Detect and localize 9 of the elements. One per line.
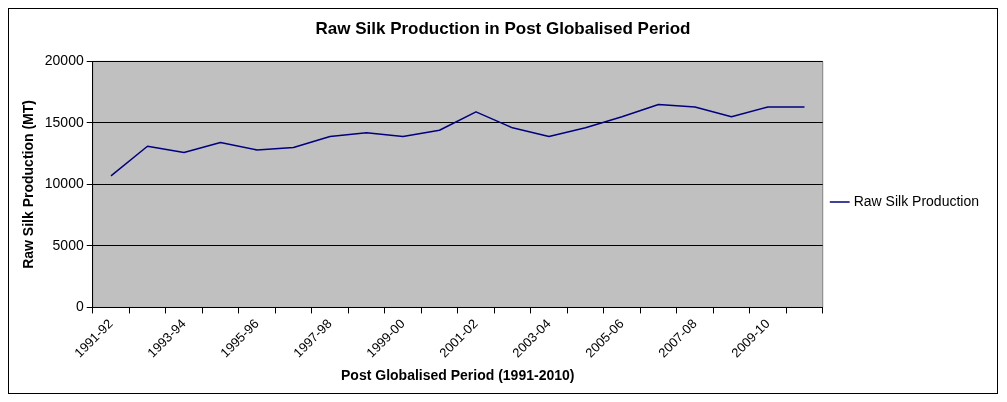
chart-title: Raw Silk Production in Post Globalised Period: [315, 18, 691, 38]
y-axis-title: Raw Silk Production (MT): [20, 100, 37, 269]
legend-label: Raw Silk Production: [853, 192, 980, 209]
y-tick-label: 15000: [44, 113, 84, 130]
y-tick-label: 10000: [44, 175, 84, 192]
y-tick-label: 5000: [52, 236, 84, 253]
y-tick-label: 0: [75, 298, 84, 315]
y-tick-label: 20000: [44, 52, 84, 69]
x-axis-title: Post Globalised Period (1991-2010): [341, 367, 575, 384]
